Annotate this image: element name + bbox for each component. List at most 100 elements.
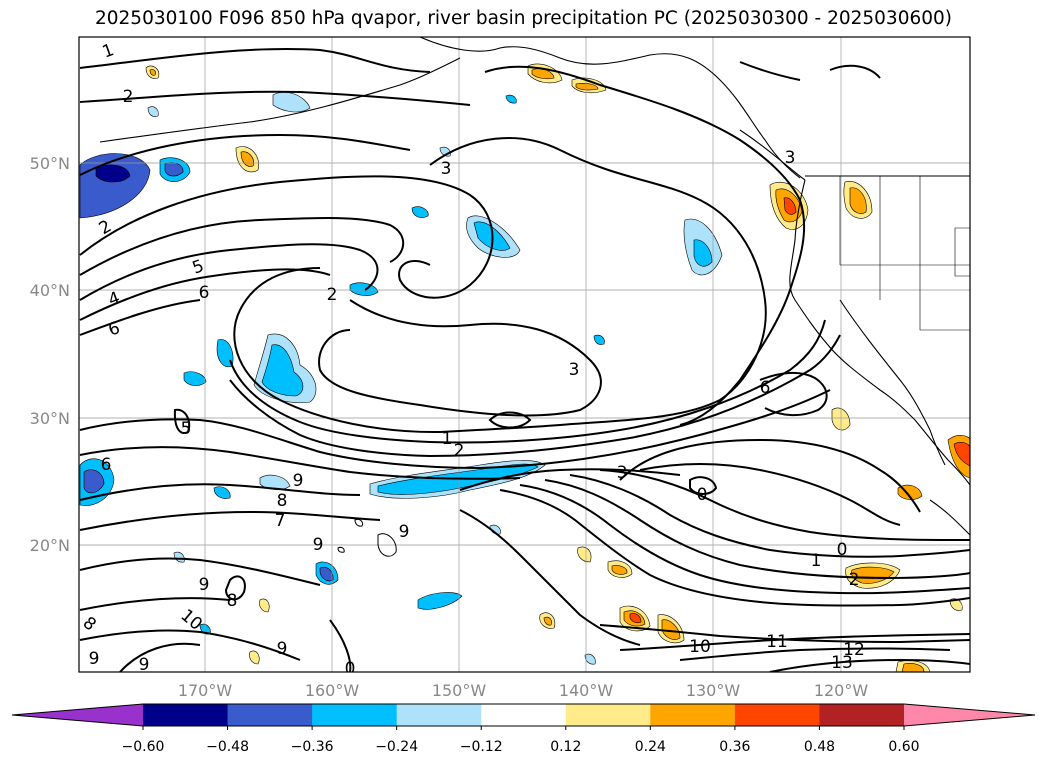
colorbar-extend-high — [904, 704, 1035, 726]
precip-patch — [505, 94, 517, 104]
lon-tick-label: 130°W — [686, 681, 741, 700]
contour-label: 9 — [277, 639, 288, 659]
contour-label: 13 — [831, 653, 853, 673]
precip-patch — [319, 567, 334, 582]
contour-label: 2 — [123, 87, 134, 107]
gridlines — [79, 37, 970, 672]
colorbar-tick-label: −0.12 — [460, 739, 503, 755]
contour-line — [79, 299, 201, 336]
lon-tick-label: 160°W — [305, 681, 360, 700]
contour-label: 6 — [760, 378, 771, 398]
contour-label: 11 — [766, 632, 788, 652]
contour-line — [544, 479, 970, 580]
contour-label: 9 — [313, 535, 324, 555]
colorbar-bin — [396, 704, 482, 726]
contour-line — [769, 658, 970, 672]
aleutian-chain — [99, 57, 461, 143]
contour-label: 9 — [89, 649, 100, 669]
contour-line — [79, 48, 431, 73]
map-title: 2025030100 F096 850 hPa qvapor, river ba… — [94, 8, 953, 29]
contour-line — [119, 642, 201, 672]
contour-label: 1 — [811, 551, 822, 571]
contour-line — [619, 438, 921, 513]
contour-label: 8 — [277, 491, 288, 511]
contour-label: 6 — [101, 455, 112, 475]
precip-patch — [849, 187, 867, 214]
precip-patch — [149, 69, 156, 76]
island — [337, 546, 345, 553]
colorbar-bin — [565, 704, 651, 726]
precip-patch — [953, 442, 970, 467]
precip-patch — [147, 106, 159, 117]
map-frame — [78, 36, 971, 673]
contour-line — [79, 629, 301, 661]
contour-label: 2 — [454, 441, 465, 461]
colorbar-segments — [12, 704, 1035, 726]
contour-line — [599, 469, 970, 541]
lon-tick-label: 120°W — [814, 681, 869, 700]
contour-line — [329, 619, 352, 672]
contour-label: 1 — [442, 429, 453, 449]
contour-label: 9 — [199, 575, 210, 595]
contour-label: 9 — [399, 522, 410, 542]
precip-patch — [577, 546, 592, 563]
bc-coast — [739, 129, 806, 181]
contour-label: 10 — [689, 637, 711, 657]
colorbar-tick-label: 0.60 — [888, 739, 919, 755]
contour-line — [599, 624, 970, 644]
contour-label: 12 — [843, 640, 865, 660]
precip-patch — [213, 486, 231, 499]
contour-label: 6 — [199, 283, 210, 303]
precip-patch — [693, 239, 713, 267]
contour-line — [79, 216, 405, 276]
contour-line — [233, 137, 767, 434]
lon-tick-label: 140°W — [559, 681, 614, 700]
contour-label: 0 — [837, 540, 848, 560]
contour-label: 5 — [181, 419, 192, 439]
colorbar-tick-label: −0.24 — [375, 739, 418, 755]
contour-line — [79, 557, 321, 586]
precip-patch — [249, 650, 260, 665]
precip-patch — [259, 598, 270, 613]
contour-label: 3 — [617, 463, 628, 483]
contour-line — [79, 510, 381, 531]
colorbar-tick-label: 0.12 — [550, 739, 581, 755]
contour-line — [318, 299, 602, 417]
contour-line — [759, 372, 828, 416]
coastlines — [99, 37, 970, 536]
precip-patch — [661, 619, 681, 640]
contour-label: 7 — [275, 511, 286, 531]
contour-line — [459, 509, 641, 646]
longitude-axis: 170°W 160°W 150°W 140°W 130°W 120°W — [178, 681, 869, 700]
colorbar-bin — [734, 704, 820, 726]
contour-line — [79, 389, 831, 470]
colorbar-tick-label: 0.36 — [719, 739, 750, 755]
us-west-coast — [789, 179, 970, 486]
precip-patch — [783, 197, 797, 215]
contour-label: 3 — [441, 159, 452, 179]
lat-tick-label: 30°N — [30, 409, 70, 428]
contour-line — [79, 243, 379, 301]
contour-line — [569, 474, 970, 558]
colorbar-tick-label: 0.48 — [804, 739, 835, 755]
lat-tick-label: 20°N — [30, 536, 70, 555]
precip-patch — [83, 469, 105, 494]
colorbar: −0.60 −0.48 −0.36 −0.24 −0.12 0.12 0.24 0.36 0.4… — [11, 703, 1036, 755]
contour-label: 3 — [785, 148, 796, 168]
contour-label: 3 — [569, 360, 580, 380]
colorbar-ticks: −0.60 −0.48 −0.36 −0.24 −0.12 0.12 0.24 0.36 0.4… — [122, 726, 920, 755]
latitude-axis: 50°N 40°N 30°N 20°N — [30, 154, 70, 555]
colorbar-bin — [819, 704, 905, 726]
colorbar-bin — [650, 704, 736, 726]
island — [354, 519, 363, 527]
colorbar-tick-label: 0.24 — [635, 739, 666, 755]
baja-peninsula — [839, 299, 946, 466]
contour-label: 8 — [227, 591, 238, 611]
qvapor-contours — [79, 48, 970, 672]
colorbar-bin — [227, 704, 313, 726]
contour-line — [79, 175, 494, 299]
lon-tick-label: 170°W — [178, 681, 233, 700]
lat-tick-label: 50°N — [30, 154, 70, 173]
contour-line — [459, 468, 681, 491]
precip-patch — [417, 592, 463, 610]
